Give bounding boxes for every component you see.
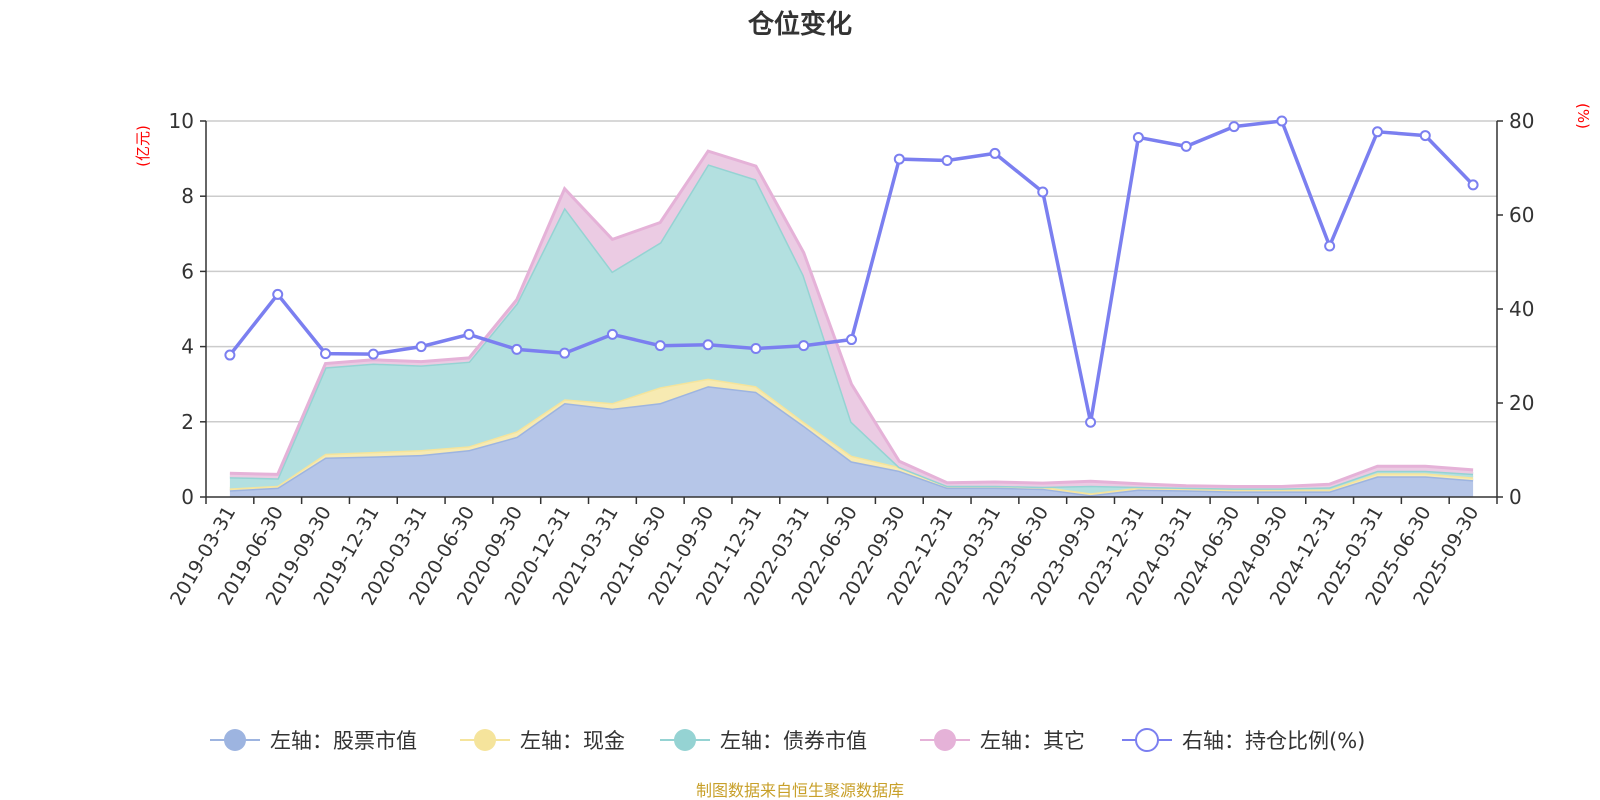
ratio-point bbox=[1324, 240, 1336, 252]
ratio-point bbox=[224, 349, 236, 361]
legend-label: 右轴：持仓比例(%) bbox=[1182, 729, 1365, 753]
right-tick-label: 80 bbox=[1509, 109, 1534, 133]
ratio-point bbox=[989, 147, 1001, 159]
ratio-point bbox=[1037, 186, 1049, 198]
stacked-areas bbox=[229, 149, 1474, 497]
legend-label: 左轴：股票市值 bbox=[270, 729, 417, 753]
ratio-point bbox=[654, 340, 666, 352]
legend-label: 左轴：现金 bbox=[520, 729, 625, 753]
ratio-point bbox=[1371, 126, 1383, 138]
ratio-point bbox=[702, 339, 714, 351]
left-tick-label: 8 bbox=[181, 184, 194, 208]
legend-item[interactable]: 左轴：其它 bbox=[920, 729, 1085, 753]
ratio-point bbox=[463, 328, 475, 340]
ratio-point bbox=[846, 334, 857, 346]
left-tick-label: 2 bbox=[181, 410, 194, 434]
legend-swatch-marker bbox=[674, 729, 696, 751]
ratio-point bbox=[1132, 131, 1144, 143]
left-axis-unit: (亿元) bbox=[134, 125, 152, 167]
position-ratio-line bbox=[224, 115, 1479, 428]
ratio-point bbox=[511, 343, 523, 355]
area-左轴：债券市值 bbox=[229, 164, 1474, 494]
left-tick-label: 10 bbox=[169, 109, 194, 133]
ratio-point bbox=[367, 348, 379, 360]
legend-label: 左轴：其它 bbox=[980, 729, 1085, 753]
area-edge-左轴：其它 bbox=[229, 149, 1474, 488]
area-左轴：股票市值 bbox=[229, 386, 1474, 497]
ratio-point bbox=[941, 154, 953, 166]
ratio-point bbox=[559, 347, 571, 359]
legend-swatch-marker bbox=[474, 729, 496, 751]
ratio-point bbox=[272, 288, 284, 300]
ratio-point bbox=[320, 348, 332, 360]
right-axis-unit: (%) bbox=[1574, 103, 1592, 129]
right-tick-label: 60 bbox=[1509, 203, 1534, 227]
chart-title: 仓位变化 bbox=[747, 9, 852, 40]
ratio-point bbox=[606, 328, 618, 340]
data-source-note: 制图数据来自恒生聚源数据库 bbox=[696, 781, 904, 800]
ratio-point bbox=[798, 340, 810, 352]
right-tick-label: 0 bbox=[1509, 485, 1522, 509]
ratio-point bbox=[893, 153, 905, 165]
ratio-point bbox=[1085, 416, 1097, 428]
area-左轴：其它 bbox=[229, 151, 1474, 489]
right-tick-label: 40 bbox=[1509, 297, 1534, 321]
legend-item[interactable]: 左轴：债券市值 bbox=[660, 729, 867, 753]
right-tick-label: 20 bbox=[1509, 391, 1534, 415]
legend-label: 左轴：债券市值 bbox=[720, 729, 867, 753]
ratio-point bbox=[750, 342, 762, 354]
ratio-point bbox=[1419, 130, 1431, 142]
legend-item[interactable]: 左轴：股票市值 bbox=[210, 729, 417, 753]
ratio-point bbox=[1180, 140, 1192, 152]
ratio-point bbox=[1467, 179, 1479, 191]
legend-swatch-marker bbox=[1135, 728, 1159, 752]
legend-swatch-marker bbox=[934, 729, 956, 751]
legend[interactable]: 左轴：股票市值 左轴：现金 左轴：债券市值 左轴：其它 右轴：持仓比例(%) bbox=[210, 728, 1365, 753]
ratio-point bbox=[1276, 115, 1288, 127]
legend-item[interactable]: 右轴：持仓比例(%) bbox=[1122, 728, 1365, 753]
legend-item[interactable]: 左轴：现金 bbox=[460, 729, 625, 753]
ratio-point bbox=[415, 341, 427, 353]
left-tick-label: 4 bbox=[181, 335, 194, 359]
left-tick-label: 0 bbox=[181, 485, 194, 509]
ratio-point bbox=[1228, 121, 1240, 133]
legend-swatch-marker bbox=[224, 729, 246, 751]
left-tick-label: 6 bbox=[181, 259, 194, 283]
